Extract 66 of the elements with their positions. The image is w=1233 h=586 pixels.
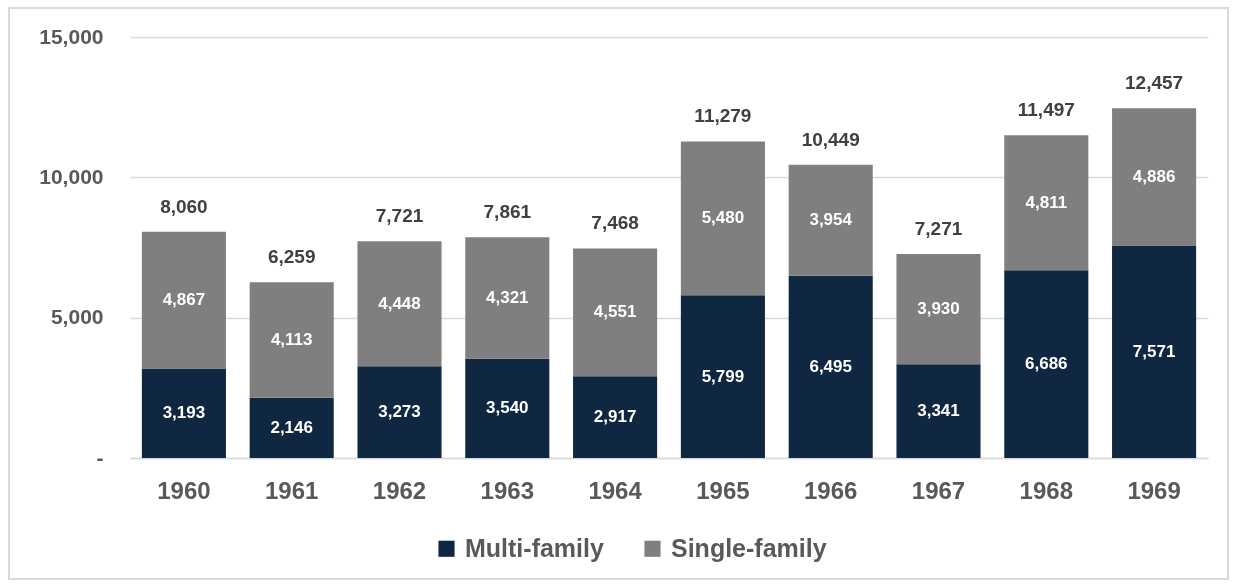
- data-label: 3,954: [809, 210, 853, 230]
- data-label: 4,113: [270, 330, 313, 350]
- x-tick-label: 1962: [372, 476, 427, 504]
- total-label: 12,457: [1125, 72, 1184, 94]
- y-tick-label: -: [96, 445, 104, 469]
- legend-label: Multi-family: [465, 533, 604, 562]
- data-label: 4,551: [593, 302, 637, 322]
- bar: [465, 358, 550, 458]
- x-tick-label: 1966: [804, 476, 858, 504]
- bar: [249, 397, 334, 458]
- x-tick-label: 1965: [696, 476, 750, 504]
- x-tick-label: 1969: [1127, 476, 1181, 504]
- x-tick-label: 1968: [1019, 476, 1073, 504]
- bar: [1112, 245, 1197, 458]
- bar: [573, 248, 658, 377]
- total-label: 10,449: [801, 128, 860, 150]
- total-label: 7,271: [914, 217, 963, 239]
- data-label: 2,917: [593, 407, 637, 427]
- data-label: 4,321: [486, 288, 529, 308]
- x-tick-label: 1963: [480, 476, 534, 504]
- data-label: 3,273: [378, 402, 421, 422]
- total-label: 11,279: [694, 105, 752, 127]
- bar: [249, 282, 334, 398]
- bar: [680, 141, 765, 296]
- data-label: 5,480: [701, 208, 745, 228]
- x-tick-label: 1967: [911, 476, 966, 504]
- total-label: 7,721: [375, 205, 424, 227]
- data-label: 3,930: [917, 299, 960, 319]
- total-label: 7,468: [591, 212, 639, 234]
- bar: [1004, 270, 1089, 458]
- bar: [788, 275, 873, 458]
- data-label: 6,495: [809, 356, 852, 376]
- data-label: 2,146: [270, 417, 313, 437]
- data-label: 6,686: [1025, 354, 1068, 374]
- data-label: 3,540: [486, 398, 529, 418]
- legend-label: Single-family: [671, 533, 827, 562]
- data-label: 4,811: [1025, 192, 1068, 212]
- bar: [141, 368, 226, 458]
- x-tick-label: 1964: [588, 476, 643, 504]
- data-label: 5,799: [701, 366, 745, 386]
- total-label: 11,497: [1017, 99, 1075, 121]
- total-label: 7,861: [483, 201, 532, 223]
- bar: [1112, 108, 1197, 246]
- data-label: 4,867: [162, 290, 206, 310]
- x-tick-label: 1961: [265, 476, 319, 504]
- y-tick-label: 10,000: [39, 164, 104, 188]
- data-label: 3,341: [917, 401, 960, 421]
- data-label: 4,448: [378, 293, 421, 313]
- bar: [357, 241, 442, 367]
- data-label: 7,571: [1132, 341, 1176, 361]
- bar: [357, 366, 442, 458]
- total-label: 6,259: [267, 246, 316, 268]
- data-label: 4,886: [1132, 166, 1176, 186]
- x-tick-label: 1960: [157, 476, 211, 504]
- data-label: 3,193: [162, 403, 206, 423]
- bar: [573, 376, 658, 458]
- total-label: 8,060: [160, 195, 208, 217]
- bar: [788, 164, 873, 276]
- bar: [680, 295, 765, 458]
- y-tick-label: 5,000: [50, 305, 104, 329]
- bar: [141, 231, 226, 369]
- bar: [896, 253, 981, 365]
- y-tick-label: 15,000: [39, 24, 104, 48]
- bar: [1004, 135, 1089, 271]
- bar: [896, 364, 981, 458]
- bar: [465, 237, 550, 359]
